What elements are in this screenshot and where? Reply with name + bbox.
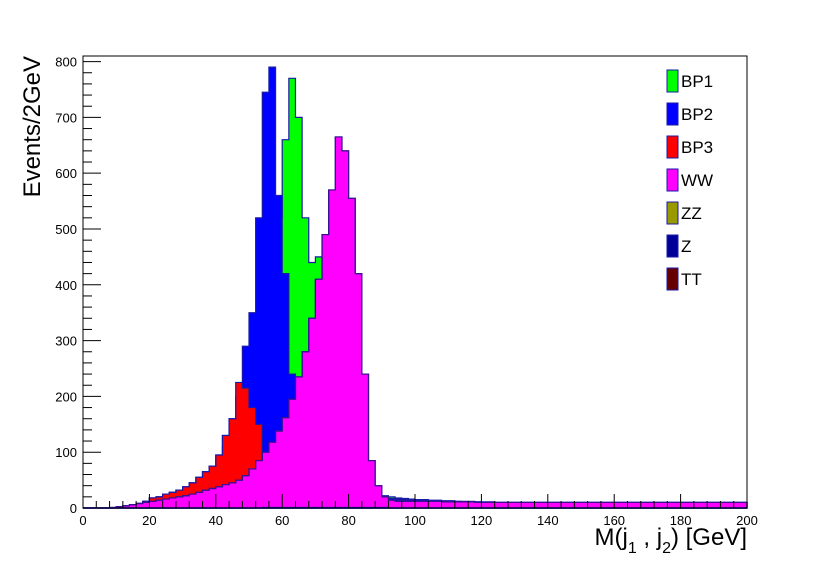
y-tick-label: 700 bbox=[55, 110, 77, 125]
legend-swatch-bp1 bbox=[666, 69, 679, 93]
x-axis-title-sub-1: 1 bbox=[628, 540, 637, 557]
legend-swatch-ww bbox=[666, 168, 679, 192]
legend-label-bp2: BP2 bbox=[681, 105, 713, 124]
x-tick-label: 100 bbox=[404, 513, 426, 528]
legend-swatch-bp2 bbox=[666, 102, 679, 126]
legend-label-zz: ZZ bbox=[681, 204, 702, 223]
y-tick-label: 600 bbox=[55, 166, 77, 181]
x-axis-title-part-3: ) [GeV] bbox=[671, 524, 747, 551]
x-tick-label: 200 bbox=[736, 513, 758, 528]
x-tick-label: 0 bbox=[79, 513, 86, 528]
legend-swatch-bp3 bbox=[666, 135, 679, 159]
legend-label-ww: WW bbox=[681, 171, 713, 190]
y-tick-label: 0 bbox=[70, 501, 77, 516]
legend-label-z: Z bbox=[681, 237, 691, 256]
x-axis-title-part-2: , j bbox=[637, 524, 662, 551]
x-tick-label: 40 bbox=[209, 513, 223, 528]
x-axis-title-part-1: M(j bbox=[594, 524, 627, 551]
x-axis-title-sub-2: 2 bbox=[662, 540, 671, 557]
legend-swatch-z bbox=[666, 234, 679, 258]
y-tick-label: 200 bbox=[55, 389, 77, 404]
x-tick-label: 80 bbox=[341, 513, 355, 528]
ww-outline-layer bbox=[83, 136, 748, 509]
legend-swatch-zz bbox=[666, 201, 679, 225]
x-tick-label: 60 bbox=[275, 513, 289, 528]
x-tick-label: 160 bbox=[603, 513, 625, 528]
legend-label-tt: TT bbox=[681, 270, 702, 289]
x-tick-label: 140 bbox=[537, 513, 559, 528]
y-tick-label: 500 bbox=[55, 222, 77, 237]
x-axis-title: M(j1 , j2) [GeV] bbox=[594, 524, 747, 557]
series-ww-outline bbox=[83, 136, 748, 509]
y-axis: 0 100 200 300 400 500 600 700 800 bbox=[55, 55, 101, 516]
y-axis-title: Events/2GeV bbox=[19, 56, 46, 197]
x-tick-label: 20 bbox=[142, 513, 156, 528]
y-tick-label: 400 bbox=[55, 278, 77, 293]
x-tick-label: 180 bbox=[670, 513, 692, 528]
legend-label-bp1: BP1 bbox=[681, 72, 713, 91]
legend-swatch-tt bbox=[666, 267, 679, 291]
x-axis: 0 20 40 60 80 100 120 140 160 180 200 bbox=[79, 494, 758, 528]
y-tick-label: 100 bbox=[55, 445, 77, 460]
x-tick-label: 120 bbox=[471, 513, 493, 528]
y-tick-label: 300 bbox=[55, 334, 77, 349]
legend-label-bp3: BP3 bbox=[681, 138, 713, 157]
y-tick-label: 800 bbox=[55, 55, 77, 70]
